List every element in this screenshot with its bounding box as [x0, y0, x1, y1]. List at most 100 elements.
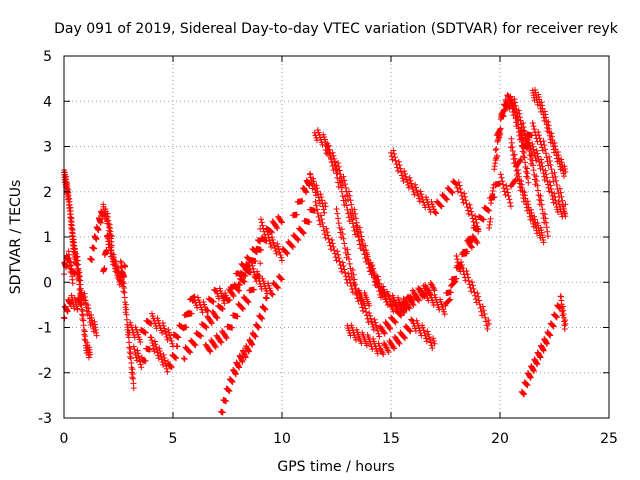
data-point [360, 298, 367, 305]
data-point [268, 234, 275, 241]
data-point [91, 245, 98, 252]
data-point [248, 259, 255, 266]
data-point [543, 171, 550, 178]
data-point [456, 182, 463, 189]
data-point [217, 338, 224, 345]
data-point [530, 162, 537, 169]
data-point [165, 358, 172, 365]
data-point [397, 311, 404, 318]
data-point [329, 240, 336, 247]
data-point [191, 341, 198, 348]
data-point [274, 225, 281, 232]
data-point [486, 207, 493, 214]
data-point [520, 127, 527, 134]
data-point [428, 342, 435, 349]
data-point [391, 345, 398, 352]
data-point [387, 326, 394, 333]
data-point [306, 219, 313, 226]
data-point [161, 325, 168, 332]
data-point [166, 332, 173, 339]
data-point [385, 349, 392, 355]
data-point [539, 206, 546, 213]
data-point [313, 202, 320, 209]
data-point [497, 125, 504, 132]
data-point [324, 140, 331, 147]
data-point [551, 169, 558, 176]
data-point [328, 236, 335, 243]
data-point [240, 278, 247, 285]
data-point [269, 236, 276, 243]
data-point [391, 150, 398, 157]
data-point [273, 250, 280, 257]
data-point [416, 195, 423, 202]
data-point [402, 335, 409, 342]
data-point [362, 305, 369, 312]
data-point [334, 248, 341, 255]
data-point [485, 317, 492, 324]
data-point [459, 265, 466, 272]
data-point [539, 163, 546, 170]
data-point [334, 210, 341, 217]
data-point [558, 193, 565, 200]
data-point [367, 259, 374, 266]
data-point [278, 254, 285, 261]
data-point [255, 324, 262, 331]
data-point [370, 270, 377, 277]
data-points [61, 87, 569, 416]
data-point [479, 216, 486, 223]
data-point [314, 206, 321, 213]
data-point [192, 342, 199, 349]
data-point [458, 258, 465, 265]
data-point [312, 198, 319, 205]
data-point [420, 327, 427, 334]
data-point [264, 228, 271, 235]
data-point [482, 314, 489, 321]
series-track-28 [518, 127, 569, 220]
data-point [409, 299, 416, 306]
data-point [295, 237, 302, 244]
data-point [542, 167, 549, 174]
data-point [543, 224, 550, 231]
data-point [339, 231, 346, 238]
data-point [335, 163, 342, 170]
data-point [538, 156, 545, 163]
data-point [331, 155, 338, 162]
data-point [336, 258, 343, 265]
data-point [508, 97, 515, 104]
data-point [130, 343, 137, 350]
data-point [501, 107, 508, 114]
data-point [481, 311, 488, 318]
data-point [219, 409, 226, 416]
data-point [364, 255, 371, 262]
data-point [357, 229, 364, 236]
data-point [276, 249, 283, 256]
series-track-06 [100, 232, 129, 288]
data-point [266, 237, 273, 244]
data-point [208, 319, 215, 326]
data-point [412, 184, 419, 191]
data-point [319, 219, 326, 226]
data-point [203, 324, 210, 331]
data-point [325, 146, 332, 153]
data-point [480, 307, 487, 314]
data-point [218, 339, 225, 346]
data-point [448, 189, 455, 196]
data-point [130, 385, 137, 392]
data-point [392, 157, 399, 164]
data-point [494, 152, 501, 159]
data-point [210, 298, 217, 305]
data-point [521, 391, 528, 398]
data-point [242, 354, 249, 361]
data-point [546, 179, 553, 186]
data-point [209, 298, 216, 305]
data-point [241, 272, 248, 279]
data-point [267, 240, 274, 247]
data-point [165, 326, 172, 333]
y-tick-label: 4 [43, 94, 52, 110]
data-point [414, 296, 421, 303]
data-point [396, 340, 403, 347]
series-track-14 [235, 259, 285, 298]
data-point [475, 293, 482, 300]
data-point [366, 312, 373, 319]
data-point [402, 170, 409, 177]
